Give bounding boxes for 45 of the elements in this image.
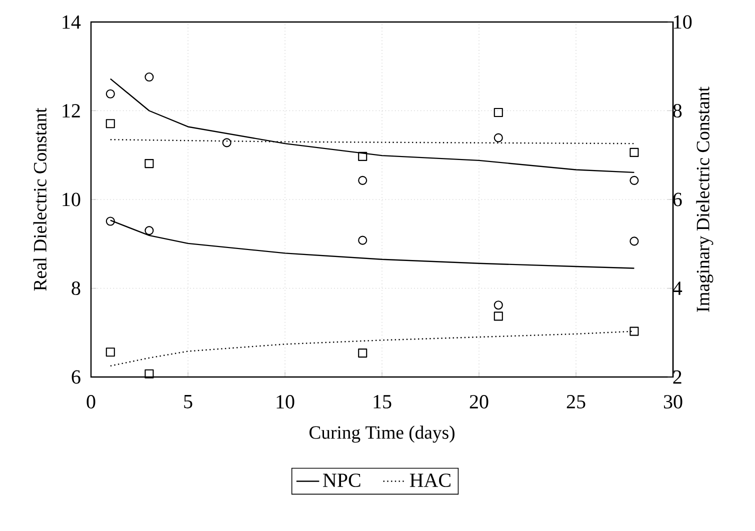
x-tick-label: 25 — [566, 395, 586, 408]
legend-label: HAC — [410, 474, 450, 488]
point — [358, 348, 368, 358]
x-tick-label: 30 — [664, 395, 682, 409]
x-tick-label: 10 — [276, 395, 294, 409]
y2-tick-label: 6 — [673, 192, 682, 206]
point — [358, 236, 368, 245]
point — [358, 152, 368, 161]
line-series — [110, 78, 635, 174]
point — [630, 236, 639, 246]
x-tick-label: 15 — [374, 395, 392, 408]
point — [494, 312, 503, 321]
y-tick-label: 10 — [62, 192, 80, 206]
y-tick-label: 12 — [62, 104, 80, 118]
y2-tick-label: 10 — [674, 15, 692, 29]
point — [106, 89, 115, 98]
x-tick-label: 0 — [86, 395, 96, 409]
point — [358, 176, 368, 185]
point — [222, 138, 232, 148]
y2-tick-label: 8 — [673, 104, 682, 118]
y-tick-label: 8 — [72, 282, 80, 295]
point — [144, 159, 154, 168]
point — [106, 119, 115, 128]
point — [494, 300, 503, 310]
point — [630, 176, 639, 185]
point — [494, 133, 503, 142]
y-tick-label: 14 — [62, 15, 81, 29]
point — [144, 226, 154, 236]
legend-label: NPC — [323, 474, 360, 488]
point — [144, 369, 154, 378]
x-axis-title: Curing Time (days) — [309, 426, 454, 443]
point — [630, 326, 639, 336]
point — [630, 148, 639, 157]
y2-tick-label: 2 — [673, 370, 682, 384]
y2-axis-title: Imaginary Dielectric Constant — [696, 86, 714, 312]
point — [144, 72, 154, 82]
y-axis-title: Real Dielectric Constant — [33, 108, 46, 291]
y-tick-label: 6 — [72, 370, 80, 384]
point — [494, 108, 503, 118]
x-tick-label: 5 — [184, 395, 192, 408]
point — [106, 216, 115, 226]
y2-tick-label: 4 — [672, 282, 682, 295]
x-tick-label: 20 — [470, 395, 488, 409]
line-series — [110, 220, 635, 269]
point — [106, 348, 115, 357]
